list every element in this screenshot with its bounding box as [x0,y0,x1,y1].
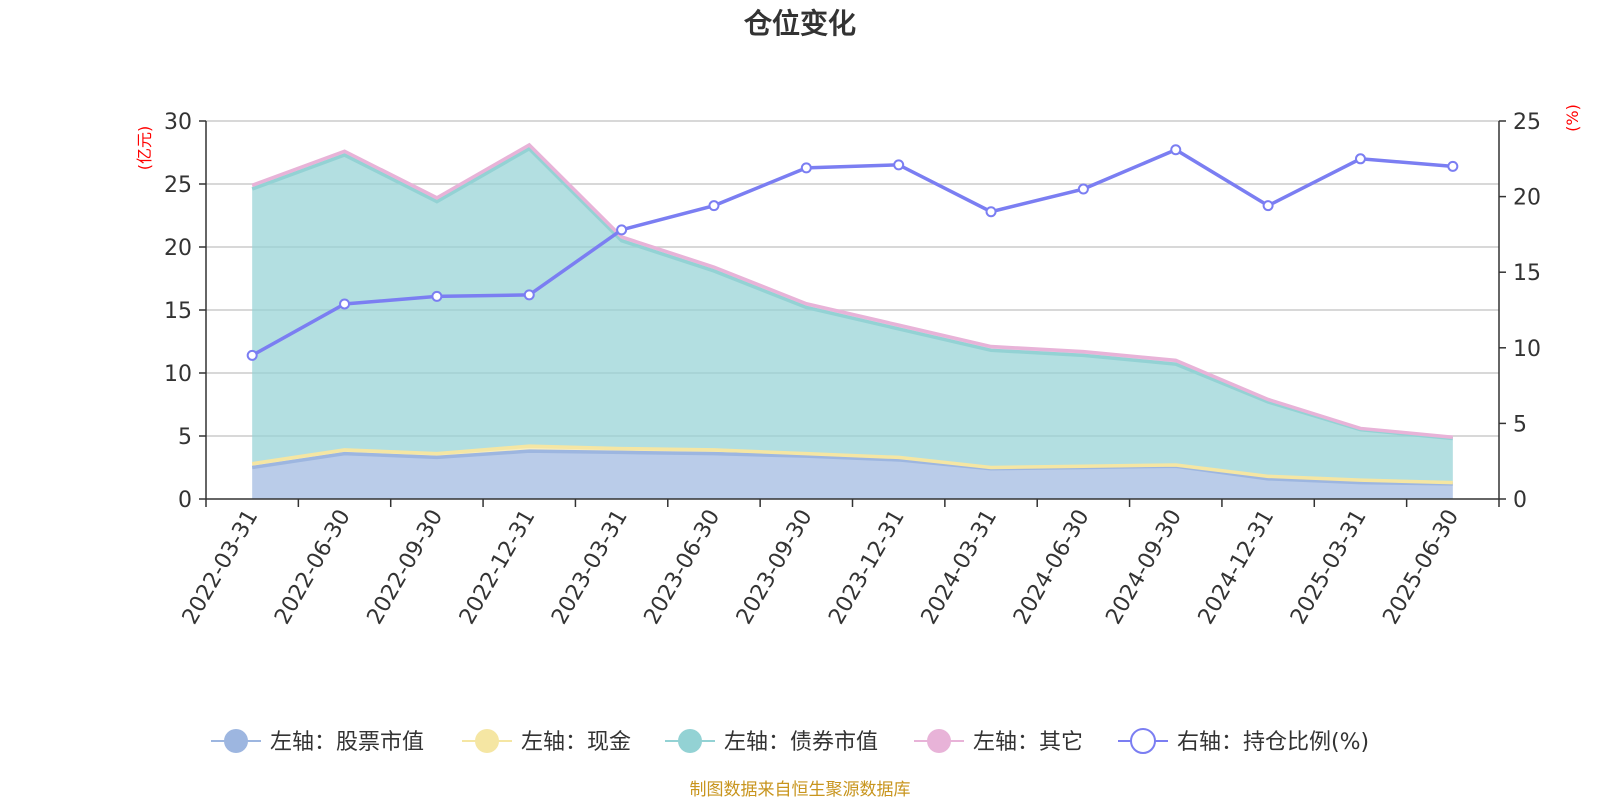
x-tick-label: 2022-12-31 [455,506,541,629]
x-tick-label: 2022-09-30 [363,505,449,628]
legend-marker-2 [475,729,499,753]
ratio-point [1170,144,1182,156]
x-tick-label: 2025-06-30 [1378,506,1464,629]
ratio-point [616,224,628,236]
data-source-note: 制图数据来自恒生聚源数据库 [690,780,911,800]
legend-label-3: 左轴：债券市值 [724,730,878,755]
x-tick-label: 2024-09-30 [1101,506,1187,629]
x-tick-label: 2022-06-30 [270,506,356,629]
left-tick-label: 5 [178,425,192,450]
legend-marker-1 [224,729,248,753]
right-tick-label: 25 [1513,110,1541,135]
ratio-point [800,162,812,174]
area-line-2 [251,444,1453,485]
right-tick-label: 15 [1513,261,1541,286]
left-tick-label: 25 [164,173,192,198]
x-tick-label: 2023-12-31 [824,506,910,629]
ratio-point [1354,153,1366,165]
x-tick-label: 2023-06-30 [640,506,726,629]
ratio-point [1262,200,1274,212]
chart-title: 仓位变化 [744,7,856,40]
ratio-point [431,290,443,302]
x-tick-label: 2025-03-31 [1286,506,1372,629]
legend-marker-3 [678,729,702,753]
x-tick-label: 2023-03-31 [547,506,633,629]
ratio-point [1447,160,1459,172]
right-axis-unit: (%) [1563,104,1582,132]
area-series-3 [252,148,1453,483]
x-tick-label: 2023-09-30 [732,506,818,629]
right-tick-label: 5 [1513,412,1527,437]
left-tick-label: 15 [164,299,192,324]
area-line-1 [251,449,1453,486]
left-tick-label: 20 [164,236,192,261]
series-lines [251,142,1453,486]
area-line-4 [251,142,1453,440]
ratio-point [1077,183,1089,195]
left-tick-label: 30 [164,110,192,135]
legend-marker-5 [1130,728,1156,754]
ratio-line [251,147,1453,357]
x-tick-label: 2022-03-31 [178,506,264,629]
left-tick-label: 10 [164,362,192,387]
ratio-point [708,200,720,212]
x-tick-label: 2024-03-31 [917,505,1003,628]
x-tick-label: 2024-06-30 [1009,506,1095,629]
ratio-point [985,206,997,218]
ratio-points [246,144,1459,361]
left-axis-unit: (亿元) [135,126,154,171]
area-line-3 [251,146,1453,441]
legend-label-4: 左轴：其它 [973,730,1083,755]
right-tick-label: 10 [1513,337,1541,362]
legend-label-2: 左轴：现金 [521,730,631,755]
ratio-point [523,289,535,301]
left-tick-label: 0 [178,488,192,513]
ratio-point [246,349,258,361]
right-tick-label: 20 [1513,186,1541,211]
ratio-point [339,298,351,310]
ratio-point [893,159,905,171]
legend: 左轴：股票市值 左轴：现金 左轴：债券市值 左轴：其它 右轴：持仓比例(%) [211,728,1369,755]
legend-label-5: 右轴：持仓比例(%) [1177,730,1369,755]
legend-label-1: 左轴：股票市值 [270,730,424,755]
x-tick-label: 2024-12-31 [1194,506,1280,629]
area-series-1 [252,451,1453,499]
legend-marker-4 [927,729,951,753]
right-tick-label: 0 [1513,488,1527,513]
